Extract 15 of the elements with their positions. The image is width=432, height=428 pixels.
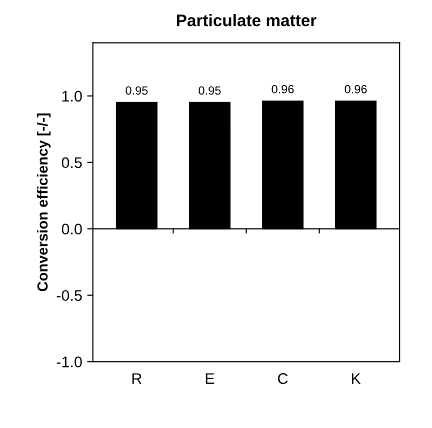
x-tick-label: K <box>352 373 361 384</box>
data-label: 0.96 <box>272 85 294 94</box>
x-tick-label: C <box>278 373 288 384</box>
data-label: 0.95 <box>198 86 221 95</box>
y-axis-title: Conversion efficiency [-/-] <box>36 114 51 292</box>
y-tick-label: -1.0 <box>56 356 82 368</box>
chart-title: Particulate matter <box>176 14 316 26</box>
data-label: 0.95 <box>126 86 148 95</box>
y-tick-label: 0.5 <box>62 157 82 168</box>
x-tick-label: R <box>132 373 142 384</box>
y-tick-label: 1.0 <box>62 90 82 102</box>
data-label: 0.96 <box>344 85 367 94</box>
x-tick-label: E <box>206 373 214 384</box>
y-tick-label: -0.5 <box>56 290 82 301</box>
y-tick-label: 0.0 <box>62 224 82 234</box>
